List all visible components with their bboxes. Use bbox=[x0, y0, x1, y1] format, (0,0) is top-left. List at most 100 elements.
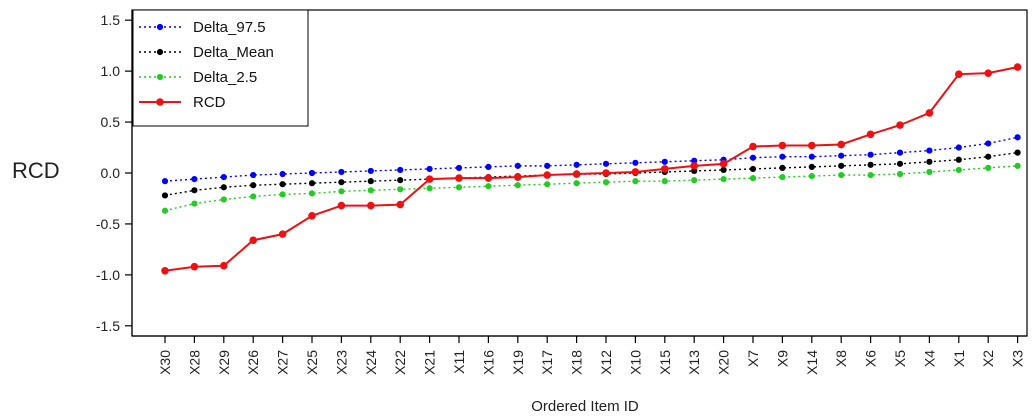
data-point bbox=[396, 200, 405, 209]
data-point bbox=[808, 141, 816, 150]
series-line bbox=[164, 151, 1018, 197]
data-point bbox=[485, 163, 492, 170]
data-point bbox=[426, 185, 433, 192]
legend-swatch-marker bbox=[156, 23, 164, 31]
data-point bbox=[631, 168, 640, 176]
x-tick-label: X1 bbox=[951, 350, 967, 367]
data-point bbox=[690, 162, 698, 170]
data-point bbox=[955, 156, 962, 163]
data-point bbox=[720, 166, 727, 174]
data-point bbox=[337, 201, 346, 210]
data-point bbox=[397, 166, 404, 174]
data-point bbox=[1014, 149, 1021, 156]
data-point bbox=[338, 179, 345, 186]
data-point bbox=[808, 163, 815, 170]
data-point bbox=[161, 192, 169, 199]
x-ticks: X30 X28 X29 X26 X27 X25 X23 X24 X22 X21 X11 X16 X19 X… bbox=[157, 336, 1026, 375]
data-point bbox=[867, 171, 874, 179]
data-point bbox=[691, 167, 698, 175]
data-point bbox=[926, 147, 933, 154]
data-point bbox=[572, 170, 581, 178]
data-point bbox=[220, 184, 227, 191]
data-point bbox=[308, 211, 316, 220]
x-tick-label: X10 bbox=[627, 350, 643, 375]
data-point bbox=[985, 153, 992, 160]
data-point bbox=[278, 230, 287, 238]
data-point bbox=[896, 121, 904, 129]
data-point bbox=[808, 172, 815, 180]
x-tick-label: X25 bbox=[304, 350, 320, 375]
data-point bbox=[808, 153, 815, 160]
legend-label: RCD bbox=[193, 94, 226, 111]
data-point bbox=[338, 168, 345, 176]
x-tick-label: X11 bbox=[451, 350, 467, 374]
data-point bbox=[779, 173, 786, 181]
x-tick-label: X7 bbox=[745, 350, 761, 367]
data-point bbox=[425, 175, 434, 183]
data-point bbox=[250, 193, 257, 200]
data-point bbox=[573, 180, 580, 187]
x-tick-label: X22 bbox=[392, 350, 408, 375]
y-tick-label: 0.5 bbox=[101, 114, 121, 130]
x-tick-label: X30 bbox=[157, 350, 173, 375]
data-point bbox=[955, 70, 963, 78]
data-point bbox=[367, 167, 374, 175]
data-point bbox=[602, 160, 610, 167]
data-point bbox=[338, 188, 345, 195]
data-point bbox=[632, 178, 639, 185]
legend-box bbox=[132, 9, 309, 127]
data-point bbox=[426, 165, 433, 173]
data-point bbox=[691, 177, 698, 184]
x-tick-label: X26 bbox=[245, 350, 261, 375]
data-point bbox=[544, 162, 551, 169]
series-line bbox=[164, 66, 1018, 272]
x-tick-label: X28 bbox=[186, 350, 202, 375]
data-point bbox=[367, 201, 375, 210]
data-point bbox=[190, 262, 199, 271]
data-point bbox=[779, 164, 786, 172]
data-point bbox=[838, 171, 845, 179]
y-tick-label: -1.0 bbox=[96, 267, 120, 283]
data-point bbox=[778, 141, 787, 150]
legend-swatch-marker bbox=[156, 73, 164, 81]
data-point bbox=[866, 130, 875, 139]
data-point bbox=[397, 186, 404, 193]
data-point bbox=[308, 169, 316, 177]
data-point bbox=[955, 144, 962, 151]
y-tick-label: -0.5 bbox=[96, 216, 120, 232]
data-point bbox=[220, 173, 227, 181]
data-point bbox=[543, 171, 551, 179]
data-point bbox=[279, 181, 286, 188]
x-tick-label: X6 bbox=[863, 350, 879, 367]
data-point bbox=[955, 166, 962, 174]
legend-label: Delta_2.5 bbox=[193, 69, 257, 86]
data-point bbox=[661, 178, 668, 185]
data-point bbox=[250, 182, 257, 189]
data-point bbox=[367, 187, 374, 194]
data-point bbox=[514, 182, 521, 189]
data-point bbox=[749, 154, 757, 161]
series-delta-2-5 bbox=[161, 162, 1021, 214]
data-point bbox=[191, 176, 198, 183]
data-point bbox=[926, 168, 933, 176]
x-tick-label: X9 bbox=[774, 350, 790, 367]
x-tick-label: X17 bbox=[539, 350, 555, 375]
y-tick-label: 1.5 bbox=[101, 12, 121, 28]
data-point bbox=[397, 177, 404, 184]
data-point bbox=[485, 183, 492, 190]
data-point bbox=[632, 159, 639, 166]
x-tick-label: X13 bbox=[686, 350, 702, 375]
data-point bbox=[308, 190, 316, 197]
data-point bbox=[1014, 134, 1021, 141]
data-point bbox=[455, 164, 463, 172]
x-tick-label: X12 bbox=[598, 350, 614, 375]
x-tick-label: X14 bbox=[804, 350, 820, 375]
legend-swatch-marker bbox=[156, 98, 164, 106]
x-tick-label: X4 bbox=[921, 350, 937, 367]
data-point bbox=[896, 160, 904, 167]
data-point bbox=[455, 174, 463, 182]
data-point bbox=[985, 164, 992, 172]
data-point bbox=[779, 153, 786, 160]
legend-swatch-marker bbox=[156, 48, 164, 56]
